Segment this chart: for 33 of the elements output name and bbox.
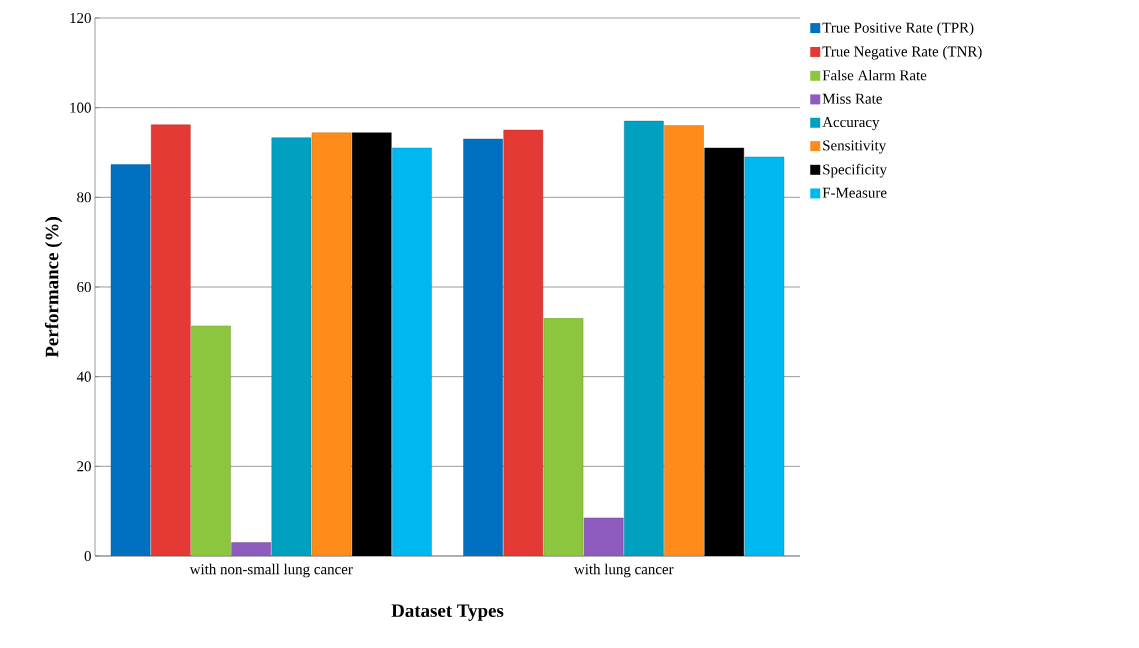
bar [624, 120, 664, 556]
y-tick-label: 20 [77, 461, 91, 472]
y-tick-label: 0 [84, 550, 91, 562]
legend-label: Specificity [823, 163, 887, 178]
y-axis-title: Performance (%) [44, 217, 63, 358]
bar [503, 129, 544, 556]
bar [583, 517, 624, 556]
legend-label: True Negative Rate (TNR) [822, 46, 982, 60]
y-tick-label: 60 [77, 281, 91, 293]
bar [191, 325, 231, 556]
y-tick-label: 40 [76, 371, 91, 382]
legend-label: True Positive Rate (TPR) [822, 22, 974, 36]
bar [543, 318, 584, 556]
legend-label: Miss Rate [822, 93, 882, 104]
bar [311, 132, 352, 556]
x-axis-title: Dataset Types [391, 604, 504, 621]
legend-label: False Alarm Rate [822, 69, 927, 81]
legend-label: F-Measure [822, 187, 887, 198]
y-tick-label: 120 [70, 12, 91, 24]
x-tick-label: with non-small lung cancer [189, 563, 353, 578]
legend-label: Sensitivity [823, 140, 887, 154]
bar [110, 164, 151, 556]
bar [463, 138, 503, 556]
bar [231, 542, 271, 556]
bar [392, 147, 432, 556]
bar [151, 124, 191, 556]
bar [271, 137, 312, 556]
y-tick-label: 80 [77, 192, 91, 203]
legend-label: Accuracy [822, 117, 880, 131]
bar [664, 125, 704, 556]
x-tick-label: with lung cancer [573, 563, 674, 578]
y-tick-label: 100 [70, 102, 91, 113]
bar [744, 156, 785, 556]
